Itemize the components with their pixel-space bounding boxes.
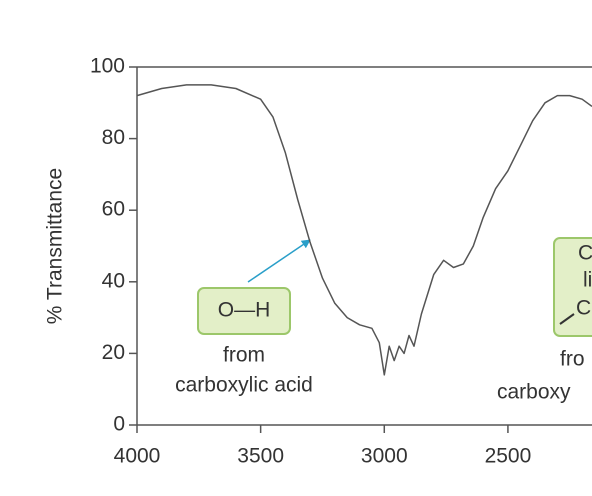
- x-tick-label: 4000: [114, 445, 161, 468]
- spectrum-line: [136, 84, 592, 376]
- y-tick-label: 40: [102, 269, 125, 292]
- y-tick-label: 20: [102, 341, 125, 364]
- annotation: carboxy: [497, 381, 571, 404]
- annotation: fro: [560, 348, 585, 371]
- x-tick-label: 3500: [237, 445, 284, 468]
- y-tick-label: 100: [90, 55, 125, 78]
- y-tick-label: 0: [113, 413, 125, 436]
- annotation: carboxylic acid: [175, 374, 313, 397]
- y-axis-label: % Transmittance: [44, 168, 67, 324]
- y-tick-label: 60: [102, 198, 125, 221]
- y-tick-label: 80: [102, 126, 125, 149]
- annotation-box: [553, 237, 592, 337]
- annotation: O—H: [218, 299, 271, 322]
- annotation: li: [583, 269, 592, 292]
- annotation: from: [223, 344, 265, 367]
- x-tick-label: 2500: [485, 445, 532, 468]
- annotation: C: [576, 297, 591, 320]
- arrow: [247, 239, 311, 283]
- bond: [559, 313, 575, 325]
- annotation-box: [197, 287, 291, 335]
- annotation: C: [578, 242, 592, 265]
- x-tick-label: 3000: [361, 445, 408, 468]
